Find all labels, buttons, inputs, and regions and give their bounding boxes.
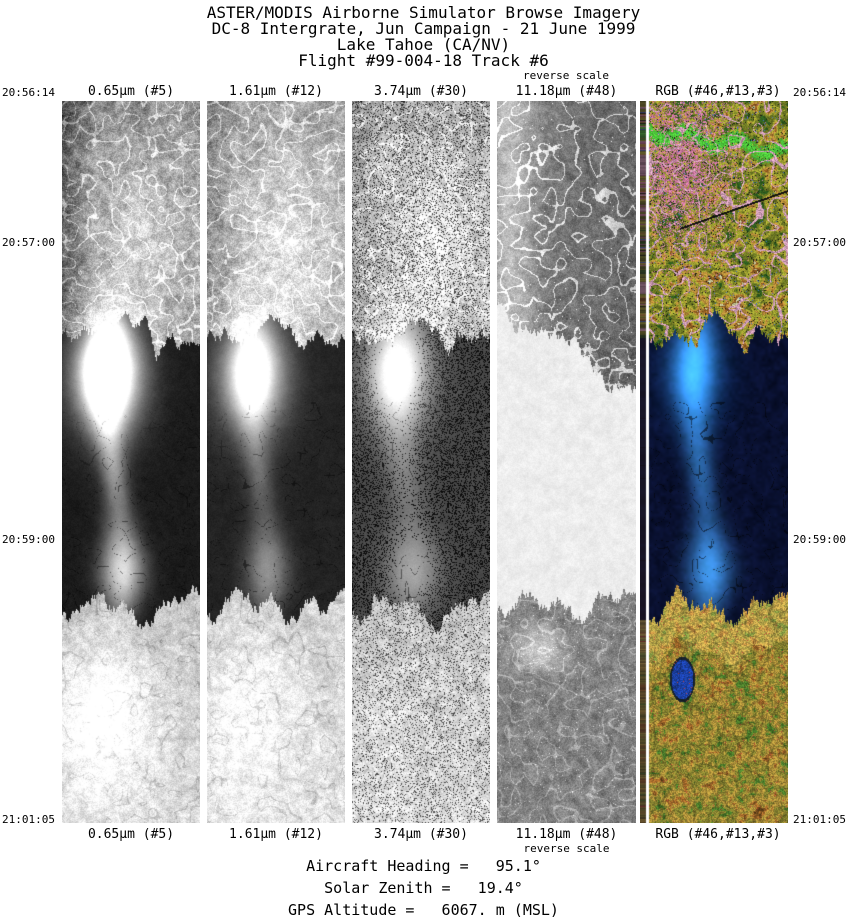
strip-band48-image (497, 101, 636, 823)
campaign-line: DC-8 Intergrate, Jun Campaign - 21 June … (211, 19, 636, 38)
site-line: Lake Tahoe (CA/NV) (336, 35, 511, 54)
strip-band30: 3.74μm (#30) 3.74μm (#30) (352, 84, 490, 842)
page-title: ASTER/MODIS Airborne Simulator Browse Im… (206, 3, 641, 22)
strip-band30-image (352, 101, 490, 823)
strip-band30-top-label: 3.74μm (#30) (374, 84, 468, 99)
strip-rgb-top-label: RGB (#46,#13,#3) (655, 84, 781, 99)
timestamp-right-3: 20:59:00 (793, 533, 846, 546)
reverse-scale-note-top: reverse scale (522, 69, 610, 82)
page-header: ASTER/MODIS Airborne Simulator Browse Im… (0, 5, 847, 69)
strip-rgb-bottom-label: RGB (#46,#13,#3) (655, 827, 781, 842)
strip-band5: 0.65μm (#5) 0.65μm (#5) (62, 84, 200, 842)
timestamp-right-1: 20:56:14 (793, 86, 846, 99)
strip-band48-top-label: 11.18μm (#48) (515, 84, 618, 99)
strip-band30-bottom-label: 3.74μm (#30) (374, 827, 468, 842)
solar-zenith: Solar Zenith = 19.4° (324, 879, 523, 897)
timestamp-left-4: 21:01:05 (2, 813, 55, 826)
timestamp-right-4: 21:01:05 (793, 813, 846, 826)
strip-rgb: RGB (#46,#13,#3) RGB (#46,#13,#3) (640, 84, 788, 842)
footer-info: Aircraft Heading = 95.1° Solar Zenith = … (0, 855, 847, 921)
gps-altitude: GPS Altitude = 6067. m (MSL) (288, 901, 559, 919)
strip-band12-image (207, 101, 345, 823)
strip-band12: 1.61μm (#12) 1.61μm (#12) (207, 84, 345, 842)
strip-rgb-image (640, 101, 788, 823)
timestamp-right-2: 20:57:00 (793, 236, 846, 249)
strip-band12-top-label: 1.61μm (#12) (229, 84, 323, 99)
strip-band5-bottom-label: 0.65μm (#5) (87, 827, 175, 842)
timestamp-left-3: 20:59:00 (2, 533, 55, 546)
reverse-scale-note-bottom: reverse scale (523, 842, 610, 855)
aircraft-heading: Aircraft Heading = 95.1° (306, 857, 541, 875)
strip-band12-bottom-label: 1.61μm (#12) (229, 827, 323, 842)
strip-band5-image (62, 101, 200, 823)
timestamp-left-2: 20:57:00 (2, 236, 55, 249)
strip-band48: 11.18μm (#48) 11.18μm (#48) reverse scal… (497, 84, 636, 855)
strip-band5-top-label: 0.65μm (#5) (87, 84, 175, 99)
timestamp-left-1: 20:56:14 (2, 86, 55, 99)
strip-band48-bottom-label: 11.18μm (#48) (515, 827, 618, 842)
flight-line: Flight #99-004-18 Track #6 (298, 51, 549, 70)
